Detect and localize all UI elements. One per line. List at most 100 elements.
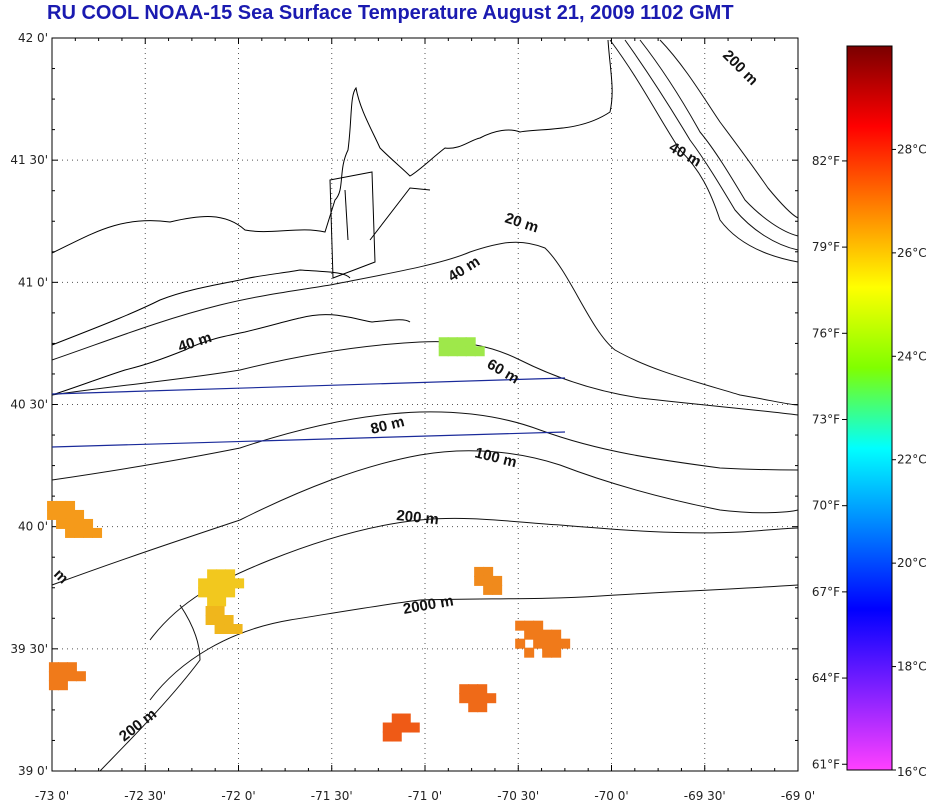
sst-pixel xyxy=(391,713,402,724)
sst-pixel xyxy=(198,587,209,598)
sst-patch xyxy=(438,337,485,357)
sst-pixel xyxy=(459,684,470,695)
sst-pixel xyxy=(65,500,76,511)
sst-pixel xyxy=(214,624,225,635)
sst-pixel xyxy=(391,731,402,742)
longitude-tick-label: -73 0' xyxy=(35,789,69,803)
sst-pixel xyxy=(486,693,497,704)
sst-pixel xyxy=(524,647,535,658)
longitude-tick-label: -72 0' xyxy=(221,789,255,803)
celsius-tick-label: 24°C xyxy=(897,349,927,363)
sst-pixel xyxy=(232,624,243,635)
fahrenheit-tick-label: 76°F xyxy=(812,326,840,340)
sst-pixel xyxy=(57,680,68,691)
sst-pixel xyxy=(66,671,77,682)
sst-pixel xyxy=(234,578,245,589)
sst-pixel xyxy=(409,722,420,733)
sst-pixel xyxy=(459,693,470,704)
sst-pixel xyxy=(65,518,76,529)
sst-patch xyxy=(48,662,86,691)
latitude-tick-label: 40 0' xyxy=(18,520,48,534)
latitude-tick-label: 41 30' xyxy=(10,153,48,167)
sst-pixel xyxy=(542,638,553,649)
sst-pixel xyxy=(74,518,85,529)
sst-pixel xyxy=(515,638,526,649)
sst-pixel xyxy=(474,575,485,586)
sst-pixel xyxy=(198,578,209,589)
sst-pixel xyxy=(515,620,526,631)
sst-pixel xyxy=(551,629,562,640)
sst-pixel xyxy=(447,346,458,357)
sst-pixel xyxy=(223,624,234,635)
contour-label: 200 m xyxy=(396,507,440,528)
temperature-colorbar xyxy=(846,45,893,771)
sst-pixel xyxy=(447,337,458,348)
fahrenheit-tick-label: 82°F xyxy=(812,154,840,168)
transect-lines xyxy=(51,377,566,448)
lat-lon-grid xyxy=(51,37,799,772)
sst-pixel xyxy=(382,722,393,733)
sst-pixel xyxy=(83,518,94,529)
sst-pixel xyxy=(456,346,467,357)
longitude-tick-label: -71 0' xyxy=(408,789,442,803)
sst-patch xyxy=(459,684,497,713)
sst-pixel xyxy=(74,527,85,538)
sst-pixel xyxy=(560,638,571,649)
sst-pixel xyxy=(207,596,218,607)
sst-pixel xyxy=(48,680,59,691)
sst-pixel xyxy=(483,566,494,577)
sst-pixel xyxy=(207,569,218,580)
sst-pixel xyxy=(492,584,503,595)
sst-pixel xyxy=(465,337,476,348)
sst-patch xyxy=(474,566,503,595)
celsius-tick-label: 18°C xyxy=(897,660,927,674)
sst-pixel xyxy=(468,702,479,713)
sst-pixel xyxy=(477,702,488,713)
celsius-tick-label: 28°C xyxy=(897,142,927,156)
sst-pixel xyxy=(56,509,67,520)
sst-pixel xyxy=(391,722,402,733)
sst-patch xyxy=(47,500,103,538)
latitude-tick-label: 39 0' xyxy=(18,764,48,778)
fahrenheit-tick-label: 67°F xyxy=(812,585,840,599)
sst-pixel xyxy=(216,596,227,607)
sst-pixel xyxy=(83,527,94,538)
sst-pixel xyxy=(216,587,227,598)
sst-patch xyxy=(382,713,420,742)
longitude-tick-label: -69 30' xyxy=(684,789,726,803)
celsius-labels: 28°C 26°C 24°C 22°C 20°C 18°C 16°C xyxy=(892,142,927,779)
sst-pixel xyxy=(207,578,218,589)
fahrenheit-tick-label: 64°F xyxy=(812,671,840,685)
longitude-tick-label: -70 30' xyxy=(497,789,539,803)
sst-pixel xyxy=(56,518,67,529)
sst-patch xyxy=(515,620,571,658)
sst-pixel xyxy=(551,638,562,649)
sst-pixel xyxy=(438,337,449,348)
sst-pixel xyxy=(65,527,76,538)
sst-pixel xyxy=(477,693,488,704)
coastline xyxy=(51,39,613,396)
sst-pixel xyxy=(48,662,59,673)
sst-pixel xyxy=(48,671,59,682)
latitude-labels: 39 0' 39 30' 40 0' 40 30' 41 0' 41 30' 42 0' xyxy=(10,31,48,778)
sst-pixel xyxy=(65,509,76,520)
depth-contours xyxy=(51,39,799,772)
latitude-tick-label: 41 0' xyxy=(18,275,48,289)
sst-pixel xyxy=(524,620,535,631)
longitude-tick-label: -70 0' xyxy=(594,789,628,803)
sst-patches xyxy=(47,337,571,742)
sst-pixel xyxy=(468,684,479,695)
sst-pixel xyxy=(205,606,216,617)
sst-pixel xyxy=(66,662,77,673)
sst-pixel xyxy=(214,615,225,626)
sst-pixel xyxy=(468,693,479,704)
sst-pixel xyxy=(533,638,544,649)
sst-pixel xyxy=(465,346,476,357)
sst-pixel xyxy=(542,647,553,658)
sst-pixel xyxy=(225,569,236,580)
sst-pixel xyxy=(456,337,467,348)
sst-pixel xyxy=(207,587,218,598)
latitude-tick-label: 39 30' xyxy=(10,642,48,656)
longitude-tick-label: -71 30' xyxy=(311,789,353,803)
